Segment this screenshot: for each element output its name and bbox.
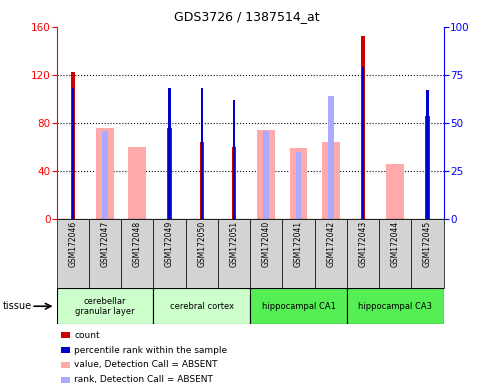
Bar — [89, 219, 121, 288]
Bar — [263, 131, 269, 219]
Bar — [201, 88, 203, 219]
Bar — [296, 152, 302, 219]
Bar — [362, 67, 364, 219]
Bar — [153, 219, 186, 288]
Bar — [257, 130, 275, 219]
Bar — [426, 90, 429, 219]
Bar — [233, 100, 235, 219]
Bar — [232, 147, 236, 219]
Bar — [200, 142, 204, 219]
Bar — [186, 219, 218, 288]
Text: cerebral cortex: cerebral cortex — [170, 302, 234, 311]
Text: GSM172049: GSM172049 — [165, 221, 174, 267]
Text: hippocampal CA3: hippocampal CA3 — [358, 302, 432, 311]
Text: GSM172041: GSM172041 — [294, 221, 303, 267]
Bar — [96, 127, 114, 219]
Bar — [57, 219, 89, 288]
Bar — [250, 219, 282, 288]
Bar — [153, 288, 250, 324]
Bar — [61, 377, 70, 383]
Bar — [425, 116, 430, 219]
Bar — [387, 164, 404, 219]
Bar — [71, 88, 74, 219]
Bar — [412, 219, 444, 288]
Text: tissue: tissue — [2, 301, 32, 311]
Bar — [328, 96, 334, 219]
Text: GSM172048: GSM172048 — [133, 221, 142, 267]
Bar — [250, 288, 347, 324]
Bar — [218, 219, 250, 288]
Text: value, Detection Call = ABSENT: value, Detection Call = ABSENT — [74, 361, 217, 369]
Text: GSM172045: GSM172045 — [423, 221, 432, 267]
Text: count: count — [74, 331, 100, 340]
Bar — [121, 219, 153, 288]
Text: rank, Detection Call = ABSENT: rank, Detection Call = ABSENT — [74, 375, 213, 384]
Text: GDS3726 / 1387514_at: GDS3726 / 1387514_at — [174, 10, 319, 23]
Bar — [347, 219, 379, 288]
Bar — [102, 131, 108, 219]
Bar — [379, 219, 412, 288]
Text: GSM172040: GSM172040 — [262, 221, 271, 267]
Text: hippocampal CA1: hippocampal CA1 — [262, 302, 336, 311]
Bar — [315, 219, 347, 288]
Text: GSM172051: GSM172051 — [230, 221, 239, 267]
Text: GSM172047: GSM172047 — [101, 221, 109, 267]
Bar — [168, 127, 172, 219]
Text: GSM172044: GSM172044 — [391, 221, 400, 267]
Bar — [322, 142, 340, 219]
Bar — [347, 288, 444, 324]
Bar — [290, 148, 308, 219]
Text: GSM172043: GSM172043 — [358, 221, 368, 267]
Text: cerebellar
granular layer: cerebellar granular layer — [75, 296, 135, 316]
Bar — [361, 36, 365, 219]
Bar — [61, 332, 70, 338]
Bar — [61, 347, 70, 353]
Bar — [61, 362, 70, 368]
Text: GSM172042: GSM172042 — [326, 221, 335, 267]
Text: percentile rank within the sample: percentile rank within the sample — [74, 346, 227, 354]
Text: GSM172046: GSM172046 — [69, 221, 77, 267]
Bar — [282, 219, 315, 288]
Text: GSM172050: GSM172050 — [197, 221, 207, 267]
Bar — [70, 73, 75, 219]
Bar — [169, 88, 171, 219]
Bar — [57, 288, 153, 324]
Bar — [129, 147, 146, 219]
